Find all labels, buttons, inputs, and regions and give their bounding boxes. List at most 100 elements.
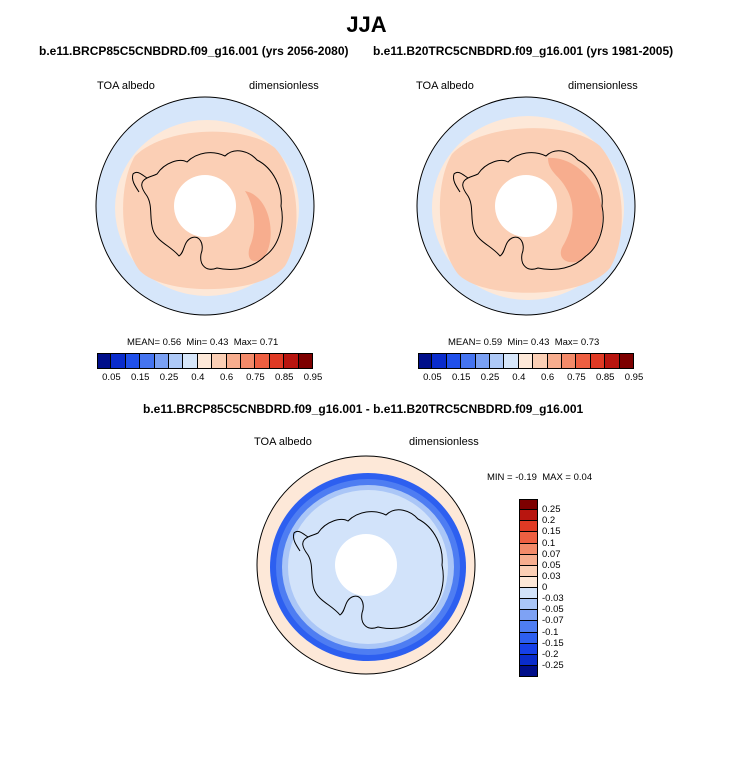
- panel2-colorbar-swatch: [475, 353, 490, 369]
- panel3-colorbar-swatch: [519, 654, 538, 666]
- panel3-colorbar-swatch: [519, 499, 538, 511]
- panel3-colorbar-tick-label: 0.25: [542, 504, 561, 516]
- panel1-peninsula: [132, 171, 148, 193]
- panel1-colorbar-swatch: [169, 353, 184, 369]
- panel2-colorbar-swatch: [576, 353, 591, 369]
- panel1-colorbar-tick-label: 0.25: [159, 372, 179, 383]
- panel1-antarctica-coastline: [141, 150, 283, 270]
- panel3-colorbar-tick-label: 0.1: [542, 537, 556, 549]
- panel3-colorbar-tick-label: 0.2: [542, 515, 556, 527]
- panel3-colorbar-swatch: [519, 554, 538, 566]
- panel3-variable-label: TOA albedo: [254, 436, 312, 448]
- panel3-colorbar-swatch: [519, 576, 538, 588]
- panel1-colorbar-swatch: [269, 353, 285, 369]
- figure-title: JJA: [346, 12, 387, 37]
- panel1-colorbar-swatch: [241, 353, 256, 369]
- panel1-colorbar-swatch: [255, 353, 270, 369]
- panel2-colorbar-swatch: [605, 353, 620, 369]
- panel2-stats: MEAN= 0.59 Min= 0.43 Max= 0.73: [448, 337, 600, 348]
- panel1-colorbar-swatch: [197, 353, 213, 369]
- panel3-colorbar-tick-label: 0: [542, 582, 548, 593]
- panel3-colorbar-tick-label: -0.03: [542, 593, 564, 605]
- panel3-colorbar-swatch: [519, 565, 538, 577]
- panel2-colorbar-swatch: [619, 353, 634, 369]
- panel1-map-border: [95, 96, 315, 316]
- panel2-colorbar-tick-label: 0.95: [624, 372, 644, 383]
- panel3-antarctica-coastline: [302, 509, 444, 629]
- panel1-colorbar: [97, 353, 313, 369]
- panel1-colorbar-tick-label: 0.95: [303, 372, 323, 383]
- panel2-colorbar-swatch: [490, 353, 505, 369]
- panel1-pole-gap: [174, 175, 236, 237]
- panel2-peninsula: [453, 171, 469, 193]
- panel2-colorbar: [418, 353, 634, 369]
- panel1-colorbar-swatch: [140, 353, 155, 369]
- panel1-variable-label: TOA albedo: [97, 80, 155, 92]
- panel3-colorbar-swatch: [519, 643, 538, 655]
- panel2-case-title: b.e11.B20TRC5CNBDRD.f09_g16.001 (yrs 198…: [373, 44, 674, 58]
- panel2-colorbar-tick-label: 0.4: [512, 372, 526, 383]
- panel2-map-border: [416, 96, 636, 316]
- panel2-pole-gap: [495, 175, 557, 237]
- panel2-polar-map: [416, 96, 636, 316]
- panel3-colorbar-tick-label: -0.1: [542, 626, 559, 638]
- panel3-colorbar-tick-label: 0.05: [542, 559, 561, 571]
- panel3-colorbar-swatch: [519, 599, 538, 611]
- panel3-map-border: [256, 455, 476, 675]
- panel2-colorbar-swatch: [562, 353, 577, 369]
- panel2-colorbar-swatch: [533, 353, 548, 369]
- panel1-colorbar-tick-label: 0.05: [102, 372, 121, 383]
- panel3-colorbar-swatch: [519, 588, 538, 600]
- panel3-colorbar-swatch: [519, 521, 538, 533]
- panel1-stats: MEAN= 0.56 Min= 0.43 Max= 0.71: [127, 337, 279, 348]
- panel3-case-title: b.e11.BRCP85C5CNBDRD.f09_g16.001 - b.e11…: [143, 402, 584, 416]
- panel1-colorbar-swatch: [183, 353, 198, 369]
- panel3-colorbar-tick-label: -0.07: [542, 615, 564, 627]
- panel2-colorbar-swatch: [504, 353, 519, 369]
- panel3-colorbar-ticks: 0.25 0.2 0.15 0.1 0.07 0.05 0.03 0 -0.03 -0.05 -0.…: [542, 499, 582, 677]
- panel3-colorbar-swatch: [519, 632, 538, 644]
- panel2-plateau-zone: [548, 157, 603, 263]
- panel3-colorbar-tick-label: -0.05: [542, 604, 564, 616]
- panel3-colorbar-swatch: [519, 665, 538, 677]
- panel1-colorbar-ticks: 0.05 0.15 0.25 0.4 0.6 0.75 0.85 0.95: [97, 372, 322, 386]
- panel1-colorbar-swatch: [298, 353, 313, 369]
- panel1-case-title: b.e11.BRCP85C5CNBDRD.f09_g16.001 (yrs 20…: [39, 44, 349, 58]
- panel2-colorbar-swatch: [518, 353, 534, 369]
- panel1-colorbar-swatch: [154, 353, 169, 369]
- panel2-units-label: dimensionless: [568, 80, 638, 92]
- panel3-colorbar-tick-label: 0.15: [542, 526, 561, 538]
- panel3-pole-gap: [335, 534, 397, 596]
- panel1-polar-map: [95, 96, 315, 316]
- panel2-colorbar-swatch: [461, 353, 476, 369]
- panel1-colorbar-tick-label: 0.4: [191, 372, 205, 383]
- panel2-colorbar-tick-label: 0.6: [540, 372, 555, 383]
- panel1-colorbar-tick-label: 0.75: [246, 372, 265, 383]
- panel2-colorbar-ticks: 0.05 0.15 0.25 0.4 0.6 0.75 0.85 0.95: [418, 372, 643, 386]
- panel3-colorbar: [519, 499, 538, 677]
- panel3-colorbar-tick-label: 0.07: [542, 548, 561, 560]
- panel2-colorbar-swatch: [418, 353, 433, 369]
- panel1-colorbar-swatch: [111, 353, 126, 369]
- panel3-colorbar-tick-label: -0.25: [542, 659, 564, 671]
- panel1-colorbar-swatch: [226, 353, 241, 369]
- panel2-colorbar-swatch: [446, 353, 462, 369]
- panel2-colorbar-swatch: [432, 353, 447, 369]
- panel1-plateau-strip: [245, 191, 271, 262]
- panel1-colorbar-swatch: [97, 353, 112, 369]
- panel3-colorbar-tick-label: -0.2: [542, 648, 559, 660]
- panel3-polar-map: [256, 455, 476, 675]
- panel2-colorbar-swatch: [590, 353, 606, 369]
- panel2-colorbar-tick-label: 0.15: [451, 372, 471, 383]
- panel3-stats: MIN = -0.19 MAX = 0.04: [487, 472, 593, 483]
- panel2-colorbar-tick-label: 0.85: [595, 372, 615, 383]
- panel1-colorbar-tick-label: 0.6: [219, 372, 234, 383]
- panel3-colorbar-swatch: [519, 543, 538, 555]
- panel2-variable-label: TOA albedo: [416, 80, 474, 92]
- panel1-colorbar-swatch: [212, 353, 227, 369]
- panel3-colorbar-tick-label: -0.15: [542, 637, 564, 649]
- panel3-colorbar-tick-label: 0.03: [542, 570, 561, 582]
- panel1-colorbar-swatch: [125, 353, 141, 369]
- panel1-colorbar-tick-label: 0.85: [274, 372, 294, 383]
- panel1-units-label: dimensionless: [249, 80, 319, 92]
